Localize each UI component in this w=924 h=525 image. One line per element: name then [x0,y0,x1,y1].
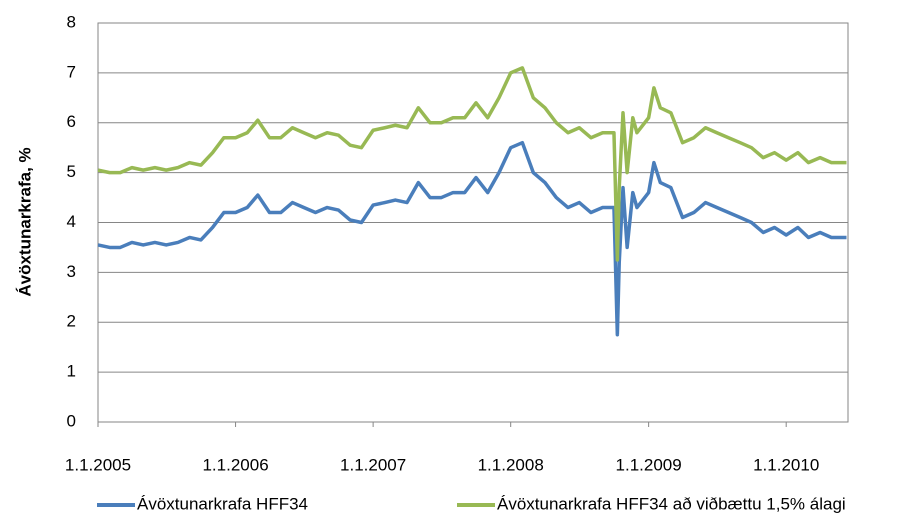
y-tick-label: 8 [67,12,76,31]
y-tick-label: 3 [67,262,76,281]
y-tick-label: 7 [67,62,76,81]
series-line [97,66,847,262]
x-tick-label: 1.1.2006 [202,455,268,474]
x-tick-label: 1.1.2009 [616,455,682,474]
y-tick-label: 4 [67,212,76,231]
y-tick-label: 2 [67,312,76,331]
x-tick-label: 1.1.2005 [65,455,131,474]
y-tick-label: 0 [67,411,76,430]
y-tick-label: 6 [67,112,76,131]
y-tick-label: 1 [67,362,76,381]
y-axis-title: Ávöxtunarkrafa, % [15,147,34,296]
x-tick-label: 1.1.2007 [340,455,406,474]
legend-label: Ávöxtunarkrafa HFF34 að viðbættu 1,5% ál… [497,494,846,513]
x-tick-label: 1.1.2008 [478,455,544,474]
series-line [97,140,847,337]
plot-border [97,22,849,423]
legend-label: Ávöxtunarkrafa HFF34 [137,494,308,513]
x-tick-label: 1.1.2010 [753,455,819,474]
y-tick-label: 5 [67,162,76,181]
